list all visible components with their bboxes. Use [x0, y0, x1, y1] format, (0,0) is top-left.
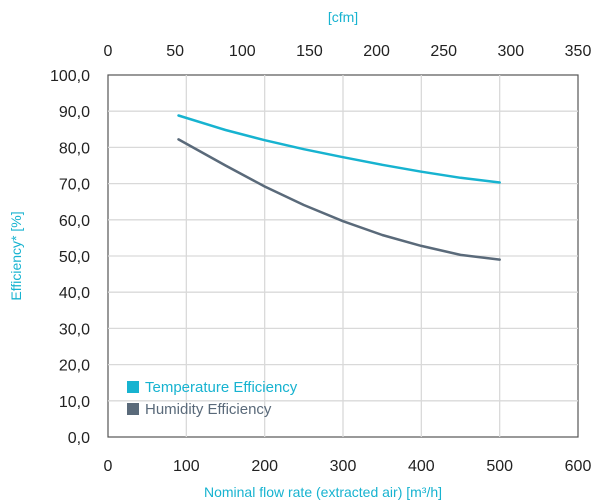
x-tick-labels: 0 100 200 300 400 500 600	[104, 458, 592, 475]
y-tick-label: 60,0	[59, 213, 90, 230]
y-tick-label: 100,0	[50, 68, 90, 85]
legend-label-temperature: Temperature Efficiency	[145, 379, 298, 396]
x-tick-label: 500	[486, 458, 513, 475]
y-tick-label: 0,0	[68, 430, 90, 447]
x-top-tick-label: 100	[229, 43, 256, 60]
x-top-tick-label: 150	[296, 43, 323, 60]
temperature-efficiency-line	[177, 114, 501, 184]
y-tick-label: 80,0	[59, 140, 90, 157]
y-tick-label: 20,0	[59, 358, 90, 375]
series-lines	[177, 114, 501, 261]
x-top-tick-label: 250	[430, 43, 457, 60]
y-axis-title: Efficiency* [%]	[8, 211, 24, 300]
legend-swatch-humidity	[127, 403, 139, 415]
x-axis-title: Nominal flow rate (extracted air) [m³/h]	[204, 484, 442, 500]
humidity-efficiency-line	[177, 138, 501, 261]
x-top-tick-label: 50	[166, 43, 184, 60]
grid-lines	[108, 75, 578, 437]
y-tick-label: 50,0	[59, 249, 90, 266]
x-top-tick-labels: 0 50 100 150 200 250 300 350	[104, 43, 592, 60]
x-tick-label: 300	[330, 458, 357, 475]
x-tick-label: 0	[104, 458, 113, 475]
y-tick-label: 70,0	[59, 177, 90, 194]
x-tick-label: 100	[173, 458, 200, 475]
y-tick-label: 90,0	[59, 104, 90, 121]
x-top-tick-label: 200	[363, 43, 390, 60]
legend: Temperature Efficiency Humidity Efficien…	[127, 379, 298, 418]
y-tick-label: 30,0	[59, 321, 90, 338]
y-tick-label: 40,0	[59, 285, 90, 302]
y-tick-labels: 0,0 10,0 20,0 30,0 40,0 50,0 60,0 70,0 80,0 90,0 1…	[50, 68, 90, 447]
x-top-axis-title: [cfm]	[328, 9, 358, 25]
legend-label-humidity: Humidity Efficiency	[145, 401, 272, 418]
x-tick-label: 400	[408, 458, 435, 475]
x-top-tick-label: 350	[565, 43, 592, 60]
x-top-tick-label: 0	[104, 43, 113, 60]
legend-swatch-temperature	[127, 381, 139, 393]
y-tick-label: 10,0	[59, 394, 90, 411]
x-top-tick-label: 300	[498, 43, 525, 60]
x-tick-label: 600	[565, 458, 592, 475]
x-tick-label: 200	[251, 458, 278, 475]
